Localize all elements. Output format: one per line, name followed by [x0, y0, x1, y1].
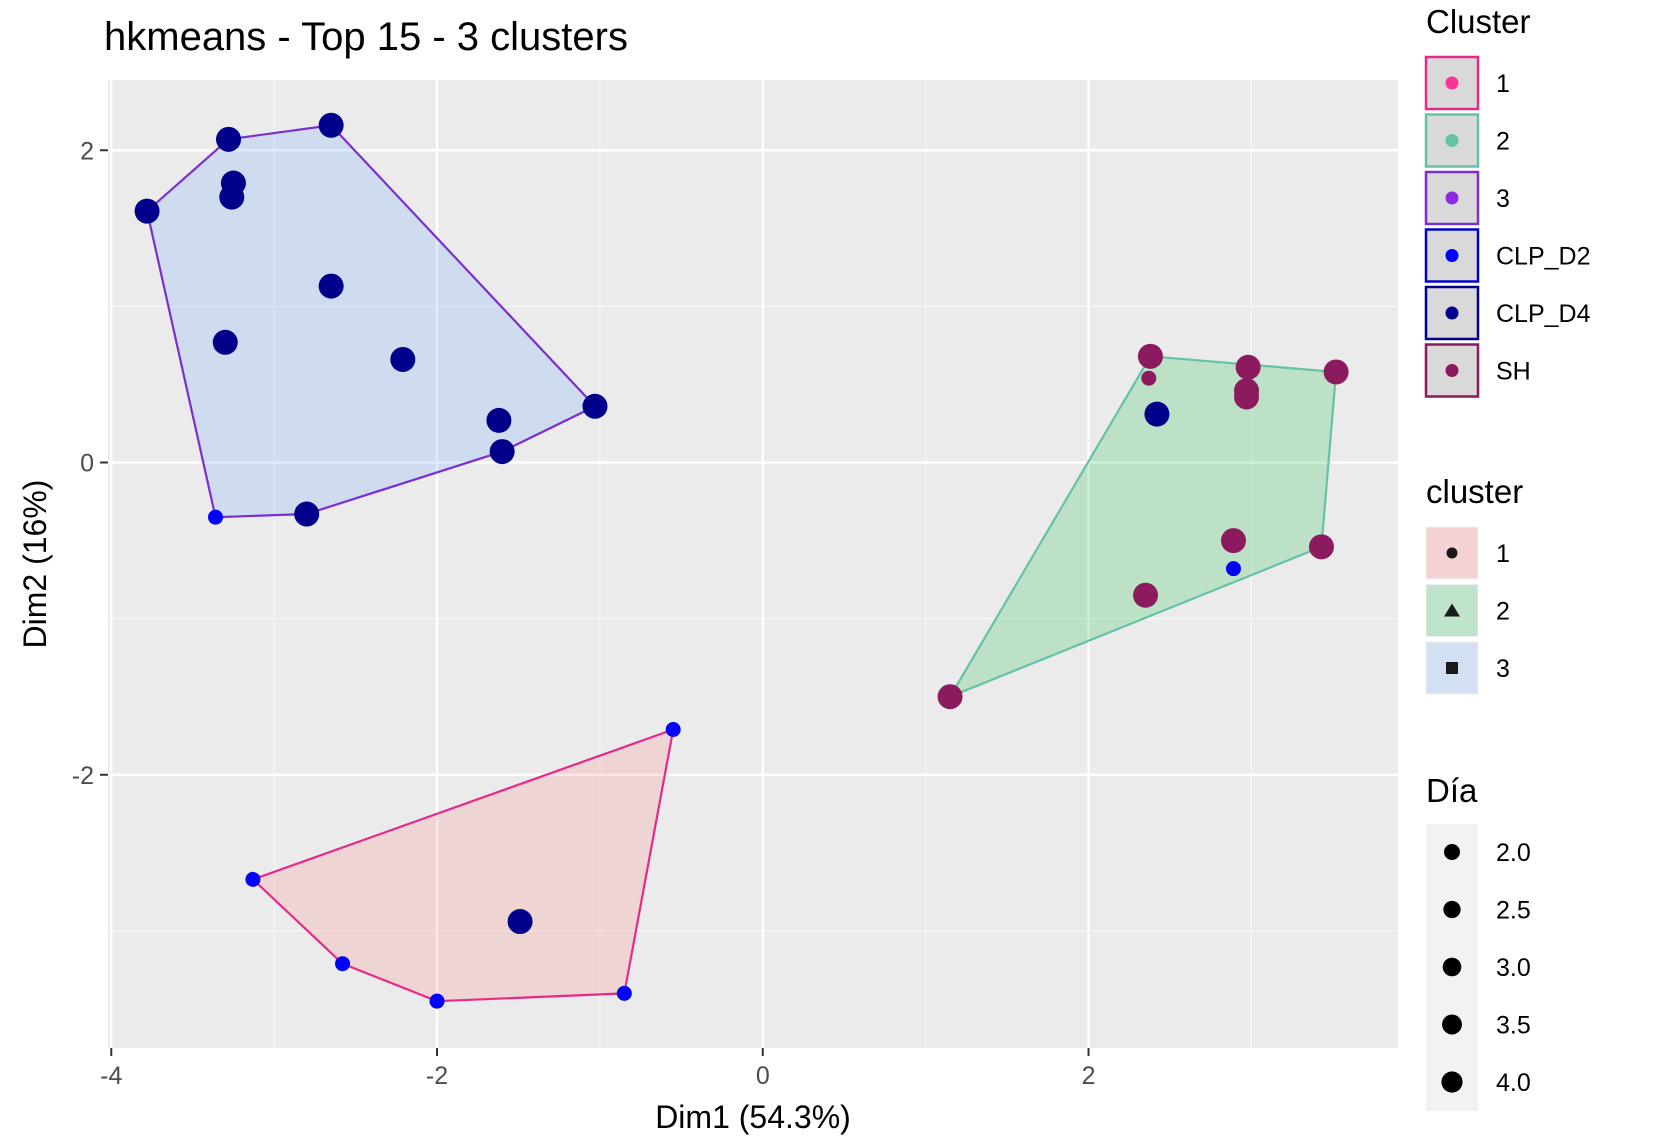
- point-clp-d4: [1144, 401, 1170, 427]
- legend-key-dot: [1445, 249, 1459, 262]
- legend-key-dot: [1445, 364, 1459, 377]
- legend-label-fill: 1: [1496, 540, 1510, 568]
- legend-label-colour: SH: [1496, 358, 1531, 386]
- legend-label-colour: 3: [1496, 185, 1510, 213]
- legend-label-colour: 1: [1496, 70, 1510, 98]
- legend-key-size: [1442, 1014, 1462, 1035]
- legend-label-size: 3.5: [1496, 1012, 1531, 1040]
- x-axis-label: Dim1 (54.3%): [655, 1099, 851, 1135]
- point-clp-d4: [219, 184, 245, 210]
- point-clp-d4: [318, 273, 344, 299]
- point-sh: [1141, 370, 1157, 386]
- legend-label-fill: 3: [1496, 655, 1510, 683]
- legend-label-size: 4.0: [1496, 1069, 1531, 1097]
- point-clp-d2: [1225, 561, 1241, 577]
- legend-key-size: [1441, 1071, 1463, 1093]
- legend-label-size: 3.0: [1496, 954, 1531, 982]
- point-clp-d4: [318, 112, 344, 138]
- y-tick-label: 0: [80, 450, 94, 478]
- legend-label-colour: 2: [1496, 128, 1510, 156]
- legend-shape-square: [1446, 662, 1458, 674]
- hull-cluster-3: [145, 124, 597, 519]
- point-clp-d4: [489, 439, 515, 465]
- point-clp-d2: [335, 956, 351, 972]
- point-sh: [937, 684, 963, 710]
- legend-title-colour: Cluster: [1426, 3, 1531, 40]
- point-clp-d4: [216, 126, 242, 152]
- point-clp-d2: [429, 993, 445, 1009]
- grid-lines: [108, 80, 1398, 1048]
- legend-label-fill: 2: [1496, 598, 1510, 626]
- legend-key-dot: [1445, 306, 1459, 320]
- legend-key-dot: [1445, 191, 1459, 205]
- point-clp-d2: [665, 721, 681, 737]
- y-axis-label: Dim2 (16%): [17, 480, 53, 649]
- legend-label-colour: CLP_D4: [1496, 300, 1591, 328]
- point-clp-d4: [486, 407, 512, 433]
- x-tick-label: -2: [426, 1062, 448, 1090]
- x-tick-label: 2: [1082, 1062, 1096, 1090]
- point-sh: [1323, 359, 1349, 385]
- data-points: [134, 112, 1349, 1009]
- cluster-hulls: [145, 124, 1338, 1003]
- point-clp-d4: [507, 909, 533, 935]
- legend-key-size: [1444, 844, 1460, 860]
- point-clp-d4: [212, 329, 238, 355]
- legend-key-fill: [1425, 641, 1479, 695]
- legends: Cluster 1 2 3 CLP_D2 CLP_D4 SH cluster 1 2 3 Día 2.0…: [1424, 3, 1591, 1111]
- x-tick-label: -4: [100, 1062, 122, 1090]
- y-tick-label: 2: [80, 137, 94, 165]
- point-clp-d4: [294, 501, 320, 527]
- x-tick-label: 0: [756, 1062, 770, 1090]
- legend-shape-triangle: [1444, 603, 1460, 617]
- legend-label-size: 2.5: [1496, 897, 1531, 925]
- point-clp-d4: [390, 346, 416, 372]
- axes: -4 -2 0 2 -2 0 2: [72, 137, 1096, 1090]
- legend-key-size: [1443, 900, 1461, 919]
- legend-key-dot: [1445, 76, 1459, 90]
- point-clp-d2: [208, 509, 223, 525]
- point-clp-d4: [582, 393, 608, 419]
- legend-title-fill: cluster: [1426, 473, 1523, 510]
- point-sh: [1133, 582, 1159, 608]
- legend-label-colour: CLP_D2: [1496, 243, 1591, 271]
- point-clp-d2: [245, 871, 261, 887]
- hull-cluster-1: [250, 727, 675, 1003]
- point-clp-d2: [616, 985, 632, 1001]
- legend-key-size: [1442, 957, 1462, 977]
- legend-title-size: Día: [1426, 772, 1478, 809]
- chart-title: hkmeans - Top 15 - 3 clusters: [104, 15, 628, 59]
- legend-key-dot: [1445, 134, 1459, 147]
- y-tick-label: -2: [72, 762, 94, 790]
- point-sh: [1137, 343, 1163, 369]
- plot-panel: [108, 80, 1398, 1048]
- point-sh: [1308, 534, 1334, 560]
- point-clp-d4: [134, 198, 160, 224]
- point-sh: [1234, 384, 1260, 410]
- point-sh: [1235, 354, 1261, 380]
- legend-shape-circle: [1446, 547, 1458, 559]
- point-sh: [1220, 528, 1246, 554]
- legend-key-colour: [1424, 113, 1480, 168]
- legend-label-size: 2.0: [1496, 839, 1531, 867]
